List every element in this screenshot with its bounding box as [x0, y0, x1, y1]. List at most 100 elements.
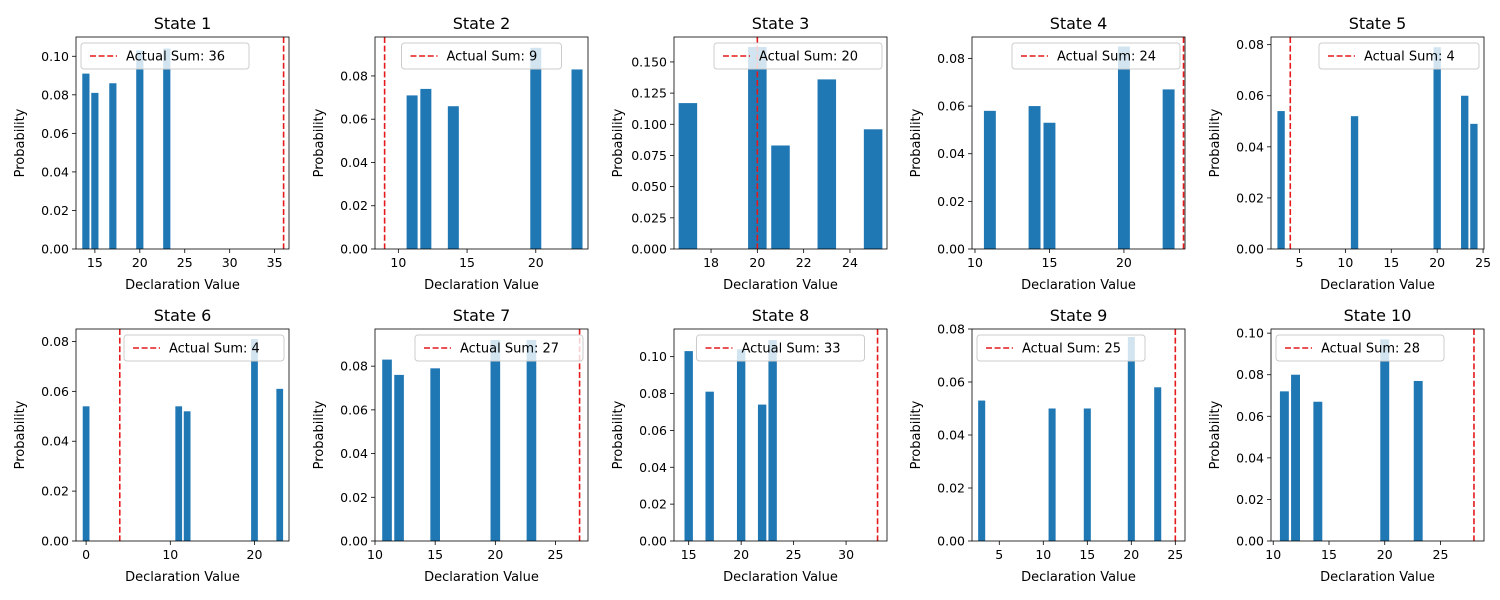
y-tick-label: 0.06: [340, 112, 368, 127]
bar: [1380, 339, 1390, 541]
legend-box: [1318, 42, 1480, 70]
bar: [82, 406, 90, 541]
y-tick-label: 0.02: [639, 497, 667, 512]
bar: [705, 391, 714, 541]
x-tick-label: 20: [1429, 255, 1445, 270]
bar: [1083, 408, 1091, 541]
legend-box: [414, 334, 584, 362]
y-tick-label: 0.125: [631, 86, 667, 101]
y-tick-label: 0.06: [340, 402, 368, 417]
x-tick-label: 15: [681, 547, 697, 562]
bar: [748, 46, 767, 249]
y-tick-label: 0.02: [937, 481, 965, 496]
x-tick-label: 15: [1042, 255, 1058, 270]
x-axis-label: Declaration Value: [1320, 278, 1435, 293]
y-tick-label: 0.06: [639, 423, 667, 438]
legend: Actual Sum: 20: [713, 42, 883, 70]
bar: [447, 106, 459, 249]
subplot-title: State 3: [752, 14, 810, 33]
bar: [430, 368, 440, 541]
subplot-title: State 1: [154, 14, 212, 33]
plot-frame: [75, 36, 290, 250]
bar: [251, 338, 258, 541]
x-tick-label: 5: [1295, 255, 1303, 270]
x-tick-label: 10: [967, 255, 983, 270]
y-tick-label: 0.08: [1236, 37, 1264, 52]
bar: [1028, 106, 1041, 250]
plot-frame: [374, 36, 589, 250]
bar: [382, 359, 392, 541]
y-tick-label: 0.08: [1236, 367, 1264, 382]
bar: [1470, 123, 1478, 249]
x-axis-label: Declaration Value: [1021, 570, 1136, 585]
x-tick-label: 10: [1035, 547, 1051, 562]
bar: [757, 404, 767, 541]
x-tick-label: 15: [1321, 547, 1337, 562]
bar: [1117, 46, 1130, 249]
bar: [420, 88, 432, 249]
legend-box: [1275, 334, 1445, 362]
x-axis-label: Declaration Value: [723, 278, 838, 293]
y-axis-label: Probability: [909, 108, 924, 177]
y-tick-label: 0.02: [340, 198, 368, 213]
bar: [1433, 47, 1441, 250]
subplot-state-7: 0.00 0.02 0.04 0.06 0.08 10 15 20 25 State 7 Decla…: [312, 306, 589, 585]
y-tick-label: 0.08: [340, 68, 368, 83]
legend-box: [976, 334, 1146, 362]
legend: Actual Sum: 28: [1275, 334, 1445, 362]
y-tick-label: 0.08: [937, 322, 965, 337]
x-axis-label: Declaration Value: [1021, 278, 1136, 293]
legend-label: Actual Sum: 20: [759, 50, 858, 65]
x-tick-label: 15: [1383, 255, 1399, 270]
subplot-title: State 8: [752, 306, 810, 325]
bar: [82, 73, 90, 249]
y-tick-label: 0.04: [937, 146, 965, 161]
y-axis-label: Probability: [611, 108, 626, 177]
y-axis-label: Probability: [611, 400, 626, 469]
legend: Actual Sum: 4: [1318, 42, 1480, 70]
legend-box: [401, 42, 562, 70]
bar: [1350, 116, 1359, 249]
legend-label: Actual Sum: 25: [1022, 342, 1121, 357]
legend-label: Actual Sum: 24: [1057, 50, 1156, 65]
y-axis-label: Probability: [13, 400, 28, 469]
x-tick-label: 20: [487, 547, 503, 562]
y-tick-label: 0.050: [631, 179, 667, 194]
y-tick-label: 0.100: [631, 117, 667, 132]
y-axis-label: Probability: [909, 400, 924, 469]
legend-label: Actual Sum: 36: [126, 50, 225, 65]
x-tick-label: 20: [749, 255, 765, 270]
bar: [163, 48, 171, 250]
y-tick-label: 0.04: [937, 428, 965, 443]
legend-label: Actual Sum: 9: [447, 50, 538, 65]
y-tick-label: 0.00: [1236, 242, 1264, 257]
x-tick-label: 20: [132, 255, 148, 270]
bar: [91, 92, 99, 250]
bar: [771, 145, 790, 249]
bar: [490, 339, 501, 541]
subplot-state-1: 0.00 0.02 0.04 0.06 0.08 0.10 15 20 25 30 35 State …: [13, 14, 290, 293]
bar: [1413, 380, 1423, 541]
bar: [817, 79, 837, 250]
y-tick-label: 0.06: [937, 375, 965, 390]
legend: Actual Sum: 24: [1011, 42, 1181, 70]
y-tick-label: 0.06: [41, 384, 69, 399]
x-tick-label: 15: [459, 255, 475, 270]
y-tick-label: 0.10: [1236, 326, 1264, 341]
y-tick-label: 0.04: [340, 155, 368, 170]
y-tick-label: 0.08: [340, 359, 368, 374]
legend-label: Actual Sum: 4: [169, 342, 260, 357]
legend: Actual Sum: 25: [976, 334, 1146, 362]
subplot-title: State 5: [1349, 14, 1407, 33]
bar: [136, 50, 144, 250]
y-tick-label: 0.00: [41, 242, 69, 257]
x-tick-label: 25: [177, 255, 193, 270]
x-tick-label: 15: [427, 547, 443, 562]
y-tick-label: 0.04: [1236, 139, 1264, 154]
x-tick-label: 20: [1377, 547, 1393, 562]
plot-frame: [1270, 36, 1485, 250]
y-tick-label: 0.075: [631, 148, 667, 163]
legend-box: [1011, 42, 1181, 70]
y-tick-label: 0.10: [639, 349, 667, 364]
